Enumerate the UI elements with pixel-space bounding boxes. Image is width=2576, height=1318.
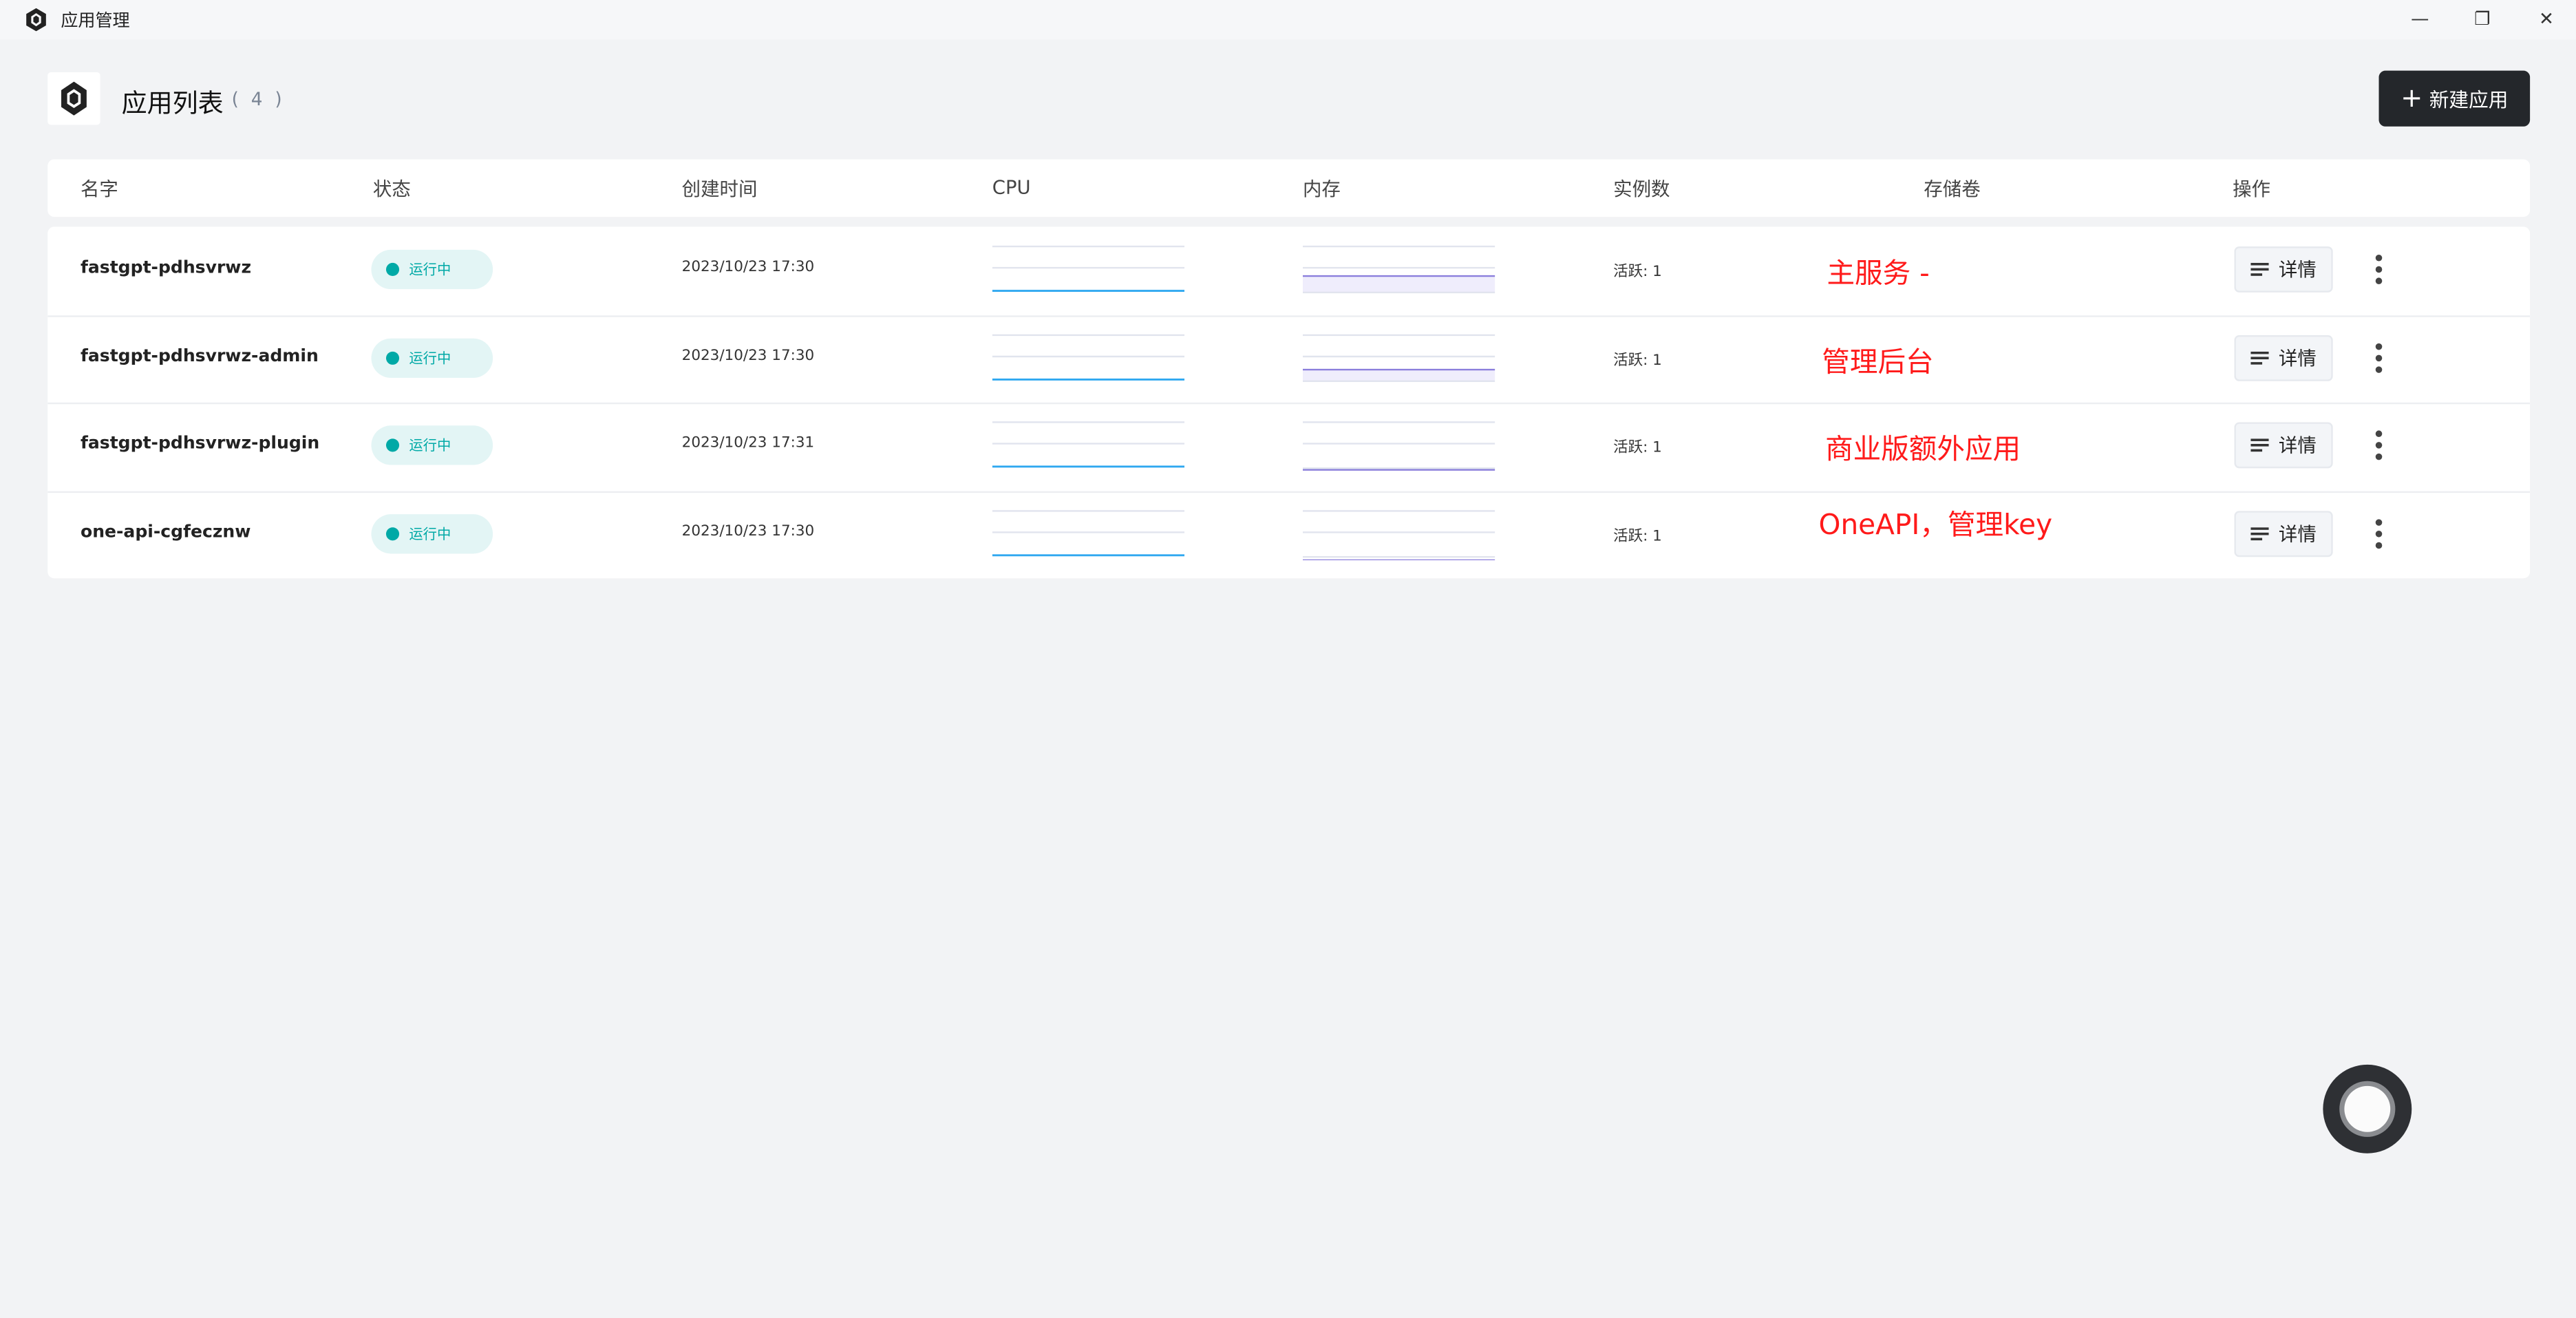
memory-sparkline	[1302, 421, 1495, 471]
more-options-icon[interactable]	[2371, 341, 2387, 374]
more-options-icon[interactable]	[2371, 253, 2387, 286]
status-text: 运行中	[409, 350, 451, 368]
more-options-icon[interactable]	[2371, 517, 2387, 550]
table-row[interactable]: fastgpt-pdhsvrwz-plugin 运行中 2023/10/23 1…	[47, 403, 2531, 492]
column-header-volumes: 存储卷	[1924, 177, 1981, 201]
status-text: 运行中	[409, 262, 451, 279]
status-badge: 运行中	[371, 513, 493, 553]
created-time: 2023/10/23 17:30	[681, 523, 815, 540]
column-header-actions: 操作	[2233, 177, 2270, 201]
status-text: 运行中	[409, 527, 451, 543]
annotation-note: 管理后台	[1822, 346, 1934, 379]
app-logo-icon	[61, 81, 87, 116]
column-header-name: 名字	[80, 177, 118, 201]
status-badge: 运行中	[371, 249, 493, 290]
minimize-button[interactable]: —	[2403, 7, 2436, 33]
app-name[interactable]: fastgpt-pdhsvrwz-admin	[80, 346, 319, 366]
app-name[interactable]: one-api-cgfecznw	[80, 521, 251, 542]
column-header-status: 状态	[372, 177, 411, 201]
table-row[interactable]: one-api-cgfecznw 运行中 2023/10/23 17:30 活跃…	[47, 491, 2530, 579]
details-button[interactable]: 详情	[2234, 334, 2333, 381]
more-options-icon[interactable]	[2371, 429, 2387, 462]
details-label: 详情	[2278, 346, 2317, 369]
table-header: 名字 状态 创建时间 CPU 内存 实例数 存储卷 操作	[47, 159, 2531, 217]
details-label: 详情	[2278, 434, 2317, 457]
details-button[interactable]: 详情	[2234, 510, 2333, 557]
status-badge: 运行中	[371, 337, 493, 377]
replica-count: 活跃: 1	[1613, 352, 1662, 369]
minimize-icon: —	[2411, 8, 2429, 30]
details-label: 详情	[2278, 257, 2317, 281]
status-dot-icon	[385, 350, 400, 364]
list-icon	[2250, 350, 2269, 364]
created-time: 2023/10/23 17:30	[681, 347, 815, 364]
plus-icon: +	[2401, 82, 2423, 114]
app-name[interactable]: fastgpt-pdhsvrwz	[80, 257, 252, 278]
table-row[interactable]: fastgpt-pdhsvrwz-admin 运行中 2023/10/23 17…	[47, 315, 2531, 405]
window-title: 应用管理	[61, 11, 130, 32]
list-icon	[2250, 527, 2269, 540]
cpu-sparkline	[992, 509, 1185, 556]
list-icon	[2250, 262, 2269, 276]
status-badge: 运行中	[371, 425, 493, 465]
annotation-note: 商业版额外应用	[1825, 434, 2021, 467]
memory-sparkline	[1302, 245, 1495, 294]
status-dot-icon	[385, 438, 400, 452]
annotation-note: 主服务 -	[1827, 257, 1930, 291]
replica-count: 活跃: 1	[1613, 264, 1662, 281]
app-table: fastgpt-pdhsvrwz 运行中 2023/10/23 17:30 活跃…	[47, 226, 2531, 579]
created-time: 2023/10/23 17:31	[681, 435, 815, 452]
title-bar: 应用管理 — ❐ ✕	[0, 0, 2576, 40]
floating-assistant-button[interactable]	[2323, 1064, 2412, 1154]
close-icon: ✕	[2539, 8, 2555, 30]
memory-sparkline	[1302, 509, 1495, 560]
status-text: 运行中	[409, 438, 451, 456]
new-app-button[interactable]: + 新建应用	[2378, 70, 2531, 127]
cpu-sparkline	[992, 333, 1185, 380]
annotation-note: OneAPI，管理key	[1818, 508, 2053, 542]
page-title: 应用列表	[121, 88, 224, 118]
cpu-sparkline	[992, 421, 1185, 468]
status-dot-icon	[385, 262, 400, 277]
close-button[interactable]: ✕	[2530, 7, 2563, 33]
details-button[interactable]: 详情	[2234, 422, 2333, 469]
column-header-replicas: 实例数	[1613, 177, 1670, 201]
column-header-memory: 内存	[1302, 177, 1341, 201]
status-dot-icon	[385, 527, 400, 540]
memory-area	[1302, 368, 1495, 381]
replica-count: 活跃: 1	[1613, 528, 1662, 545]
details-label: 详情	[2278, 521, 2317, 545]
cpu-sparkline	[992, 245, 1185, 292]
table-row[interactable]: fastgpt-pdhsvrwz 运行中 2023/10/23 17:30 活跃…	[47, 226, 2531, 317]
memory-sparkline	[1302, 333, 1495, 381]
restore-icon: ❐	[2474, 8, 2491, 30]
memory-area	[1302, 276, 1495, 293]
new-app-label: 新建应用	[2429, 87, 2509, 111]
app-name[interactable]: fastgpt-pdhsvrwz-plugin	[80, 434, 320, 454]
app-count: ( 4 )	[231, 88, 286, 110]
replica-count: 活跃: 1	[1613, 440, 1662, 457]
app-logo-icon	[26, 8, 46, 32]
restore-button[interactable]: ❐	[2466, 7, 2499, 33]
details-button[interactable]: 详情	[2234, 246, 2333, 293]
list-icon	[2250, 438, 2269, 452]
created-time: 2023/10/23 17:30	[681, 259, 815, 277]
column-header-cpu: CPU	[992, 176, 1031, 199]
column-header-created: 创建时间	[681, 177, 758, 201]
page-logo	[47, 72, 100, 125]
